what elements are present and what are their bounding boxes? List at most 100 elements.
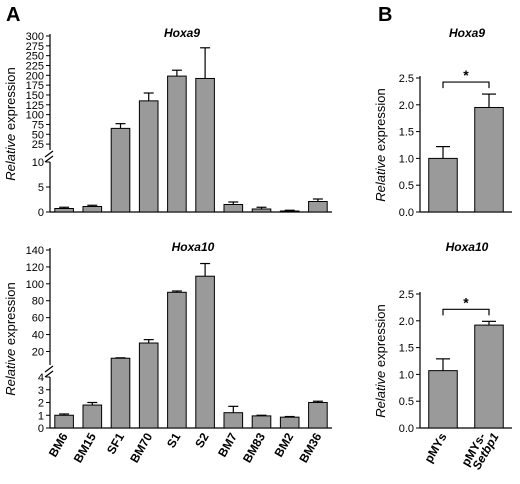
y-tick-label: 150 <box>26 90 44 102</box>
y-tick-label: 0 <box>38 423 44 435</box>
y-axis-label: Relative expression <box>373 88 388 201</box>
y-tick-label: 1.5 <box>399 127 414 139</box>
chart-title: Hoxa9 <box>449 26 485 40</box>
bar <box>279 210 300 213</box>
y-tick-label: 10 <box>32 157 44 169</box>
y-tick-label: 2.5 <box>399 73 414 85</box>
y-axis-label: Relative expression <box>3 282 18 395</box>
y-tick-label: 300 <box>26 31 44 43</box>
bar <box>223 204 244 213</box>
x-tick-label: S2 <box>192 430 212 450</box>
chart-b-hoxa9: Hoxa9 Relative expression 0.0 0.5 1.0 1.5 2.0 2… <box>373 26 512 219</box>
bar <box>167 75 187 213</box>
b-x-axis-labels: pMYs pMYs-Setbp1 <box>421 430 501 472</box>
significance-marker: * <box>463 294 469 310</box>
x-tick-label: BM2 <box>272 430 297 459</box>
x-tick-label: BM7 <box>215 430 240 459</box>
x-tick-label: BM70 <box>127 430 155 465</box>
y-axis-label-italic: Relative <box>3 134 18 181</box>
y-tick-label: 100 <box>26 110 44 122</box>
y-tick-label: 200 <box>26 70 44 82</box>
bar <box>195 77 215 213</box>
bar <box>308 201 328 213</box>
axis-break-mark <box>44 365 54 373</box>
y-tick-label: 25 <box>32 139 44 151</box>
chart-title: Hoxa9 <box>164 26 200 40</box>
y-tick-label: 250 <box>26 51 44 63</box>
y-axis-label: Relative expression <box>3 67 18 180</box>
bar <box>138 342 159 429</box>
x-tick-label: BM6 <box>46 430 71 459</box>
bar <box>308 402 328 429</box>
x-tick-label: BM36 <box>296 430 324 465</box>
bar <box>428 370 458 429</box>
significance-bracket <box>442 81 490 89</box>
chart-b-hoxa10: Hoxa10 Relative expression 0.0 0.5 1.0 1.5 2.0… <box>373 240 512 435</box>
y-tick-label: 0 <box>38 207 44 219</box>
bar <box>223 412 244 429</box>
axis-break-mark <box>44 370 54 378</box>
y-tick-label: 50 <box>32 129 44 141</box>
y-tick-label: 20 <box>32 346 44 358</box>
bar <box>54 208 74 213</box>
y-tick-label: 100 <box>26 279 44 291</box>
panel-a-label: A <box>6 4 20 26</box>
y-tick-label: 140 <box>26 245 44 257</box>
bar <box>279 416 300 429</box>
y-tick-label: 2 <box>38 398 44 410</box>
x-tick-label: SF1 <box>104 430 127 456</box>
y-tick-label: 2.0 <box>399 316 414 328</box>
y-tick-label: 75 <box>32 119 44 131</box>
y-axis-label-rest: expression <box>3 282 18 348</box>
bar <box>110 127 131 213</box>
bar <box>82 404 103 429</box>
y-axis-label-rest: expression <box>3 67 18 133</box>
y-axis-label: Relative expression <box>373 304 388 417</box>
bar <box>110 357 131 429</box>
bar <box>251 208 272 213</box>
chart-title: Hoxa10 <box>172 240 215 254</box>
bar <box>138 100 159 213</box>
y-axis-label-rest: expression <box>373 88 388 154</box>
y-tick-label: 60 <box>32 313 44 325</box>
bar <box>428 157 458 213</box>
y-tick-label: 80 <box>32 296 44 308</box>
bar <box>54 414 74 429</box>
y-tick-label: 120 <box>26 262 44 274</box>
panel-b-label: B <box>378 4 392 26</box>
y-axis-label-rest: expression <box>373 304 388 370</box>
bar <box>474 106 504 213</box>
y-tick-label: 225 <box>26 60 44 72</box>
x-tick-label: pMYs <box>421 430 449 465</box>
y-tick-label: 0.5 <box>399 396 414 408</box>
bar <box>251 415 272 429</box>
bar <box>82 206 103 213</box>
y-tick-label: 275 <box>26 41 44 53</box>
y-tick-label: 5 <box>38 182 44 194</box>
y-axis-label-italic: Relative <box>3 349 18 396</box>
y-tick-label: 0.5 <box>399 180 414 192</box>
y-tick-label: 2.0 <box>399 100 414 112</box>
y-tick-label: 1 <box>38 410 44 422</box>
y-tick-label: 40 <box>32 330 44 342</box>
y-tick-label: 1.5 <box>399 343 414 355</box>
y-tick-label: 1.0 <box>399 369 414 381</box>
bar <box>195 275 215 429</box>
bar <box>167 291 187 429</box>
significance-marker: * <box>463 67 469 83</box>
significance-bracket <box>442 308 490 316</box>
y-tick-label: 0.0 <box>399 207 414 219</box>
x-tick-label: BM15 <box>71 430 99 465</box>
y-tick-label: 3 <box>38 385 44 397</box>
y-tick-label: 0.0 <box>399 423 414 435</box>
y-tick-label: 125 <box>26 100 44 112</box>
chart-title: Hoxa10 <box>446 240 489 254</box>
y-tick-label: 1.0 <box>399 153 414 165</box>
y-axis-label-italic: Relative <box>373 155 388 202</box>
bar <box>474 324 504 429</box>
y-tick-label: 2.5 <box>399 289 414 301</box>
axis-break-mark <box>44 155 54 163</box>
